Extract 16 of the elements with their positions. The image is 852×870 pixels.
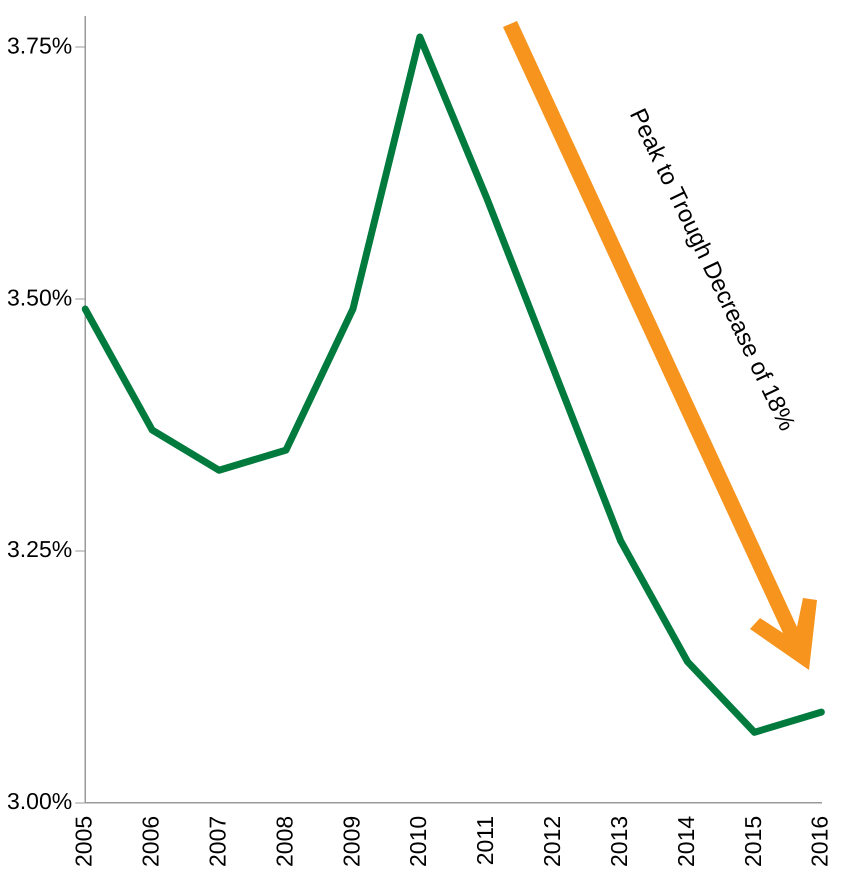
- x-tick-label: 2010: [405, 816, 432, 868]
- x-tick-label: 2005: [70, 816, 97, 868]
- x-tick-label: 2009: [338, 816, 364, 868]
- x-tick-label: 2013: [606, 816, 632, 868]
- x-tick-label: 2014: [672, 816, 699, 868]
- x-tick-label: 2006: [137, 816, 164, 868]
- x-tick-label: 2007: [204, 816, 230, 868]
- x-tick-label: 2015: [740, 816, 766, 868]
- x-tick-label: 2008: [271, 816, 298, 868]
- y-tick-label: 3.00%: [6, 788, 72, 814]
- y-tick-label: 3.50%: [6, 284, 72, 310]
- x-tick-label: 2012: [539, 816, 566, 868]
- x-tick-label: 2016: [806, 816, 833, 868]
- x-tick-label: 2011: [472, 816, 498, 866]
- y-tick-label: 3.25%: [6, 536, 72, 562]
- y-tick-label: 3.75%: [6, 32, 72, 58]
